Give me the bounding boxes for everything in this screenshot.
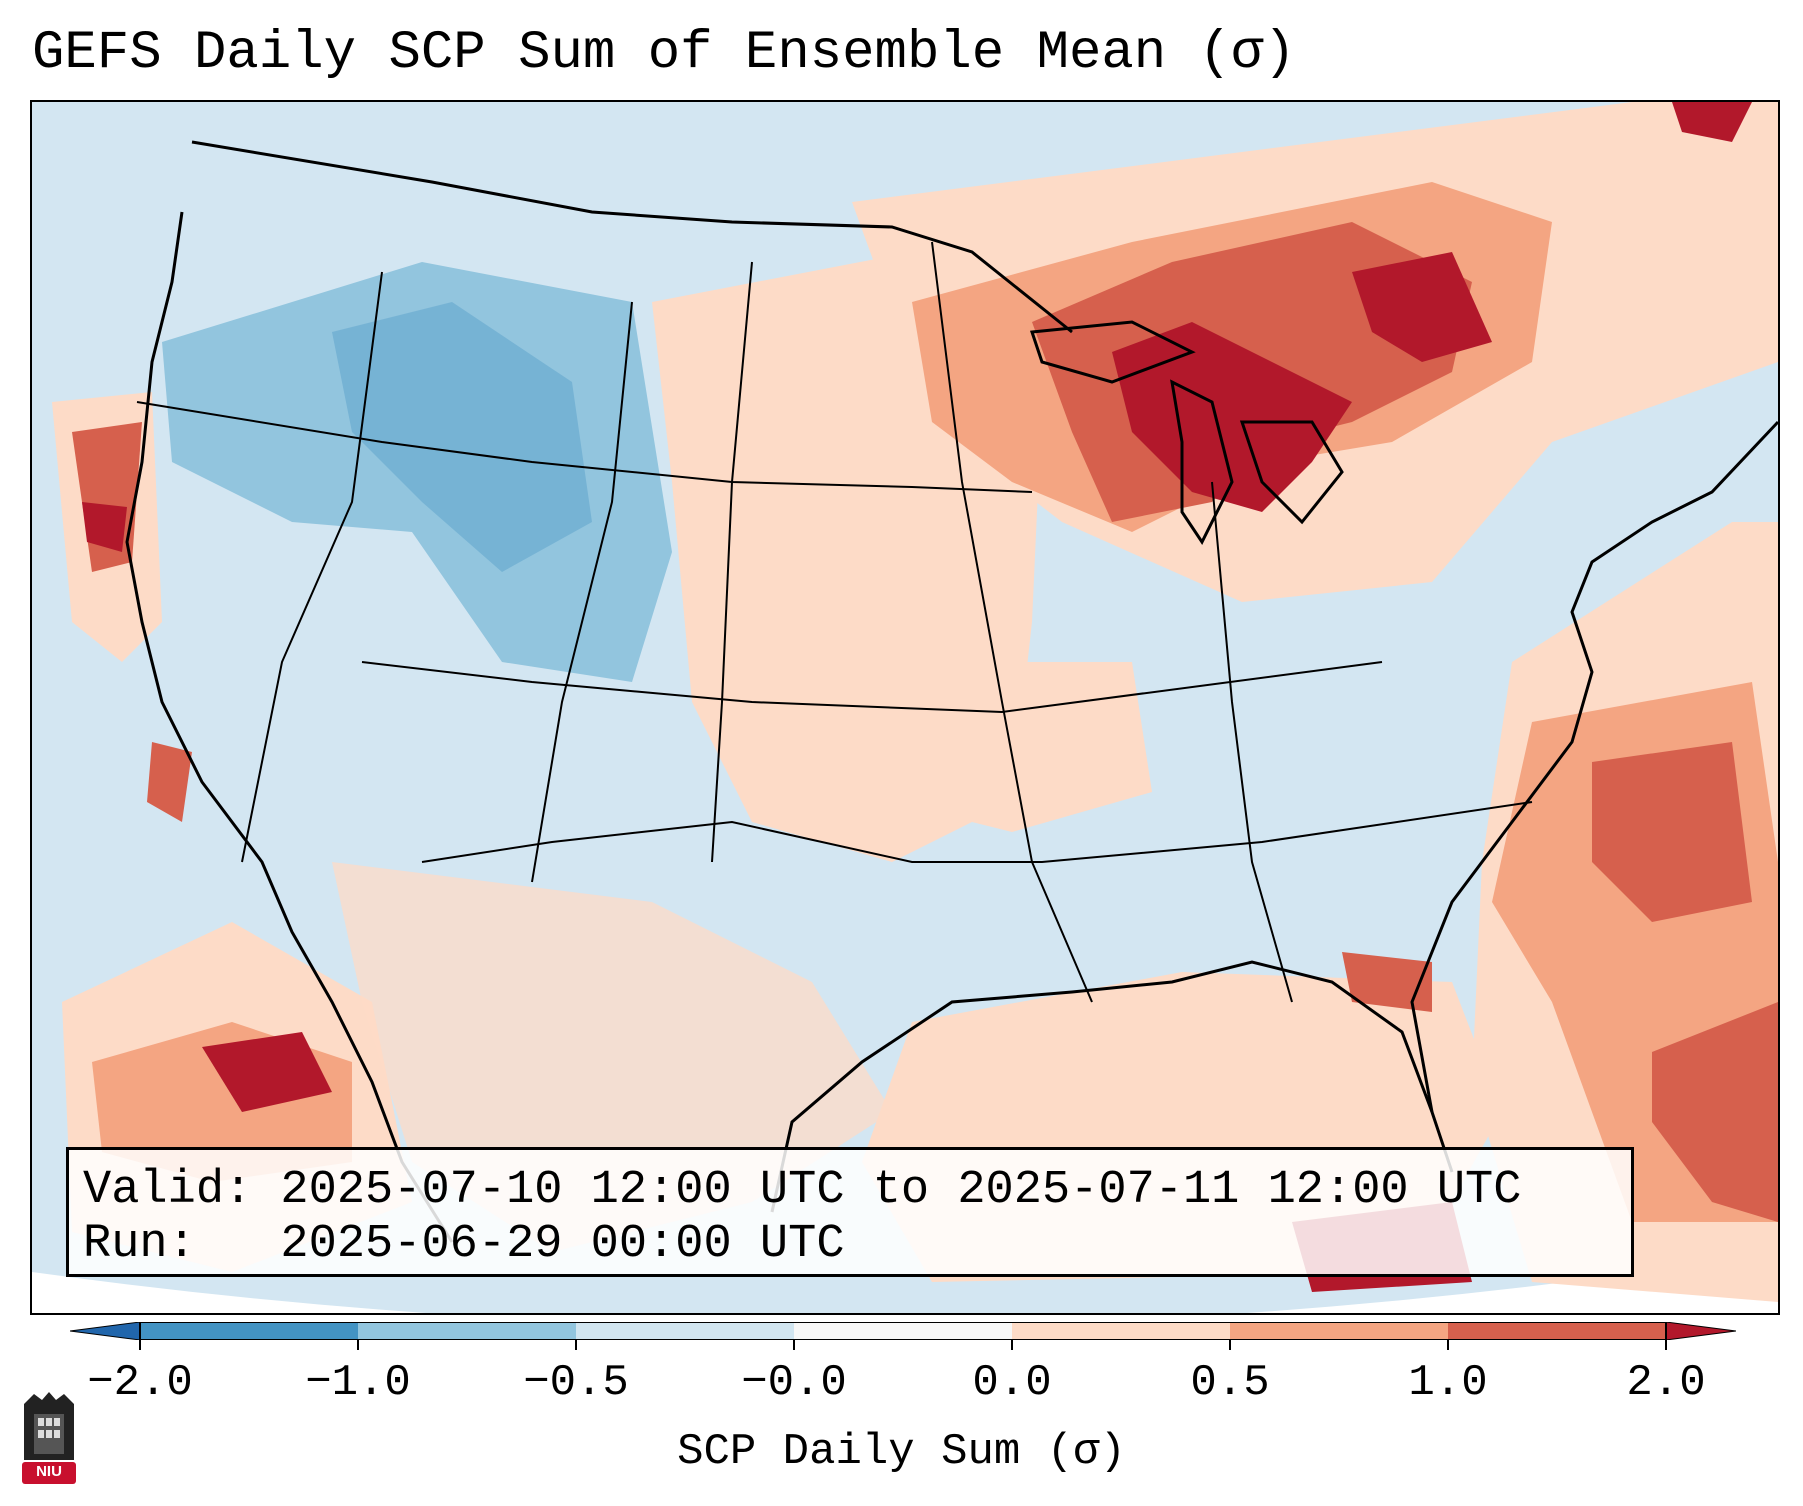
west-coast	[125, 211, 454, 1243]
valid-time-text: Valid: 2025-07-10 12:00 UTC to 2025-07-1…	[83, 1164, 1522, 1217]
mississippi-anomaly	[872, 662, 1152, 832]
colorbar-tick-mark	[357, 1340, 359, 1350]
great-lakes-peak	[1112, 322, 1352, 512]
colorbar-tick-label: 0.5	[1190, 1358, 1270, 1408]
border-mississippi	[931, 241, 1093, 1003]
lake-superior	[1029, 320, 1196, 384]
colorbar-tick-label: 1.0	[1408, 1358, 1488, 1408]
projection-edge	[32, 1252, 1778, 1313]
quebec-peak	[1352, 252, 1492, 362]
border-n-row	[136, 401, 1033, 493]
colorbar-label: SCP Daily Sum (σ)	[677, 1427, 1126, 1477]
atlantic-anomaly-high	[1592, 742, 1752, 922]
colorbar-tick-mark	[1665, 1340, 1667, 1350]
colorbar-bins	[140, 1322, 1667, 1340]
border-s-row	[421, 801, 1533, 863]
colorbar-tick-mark	[1447, 1340, 1449, 1350]
canada-border	[191, 140, 1073, 334]
map-panel	[30, 100, 1780, 1315]
colorbar-bin	[794, 1322, 1013, 1340]
colorbar-bin	[1012, 1322, 1231, 1340]
colorbar-extend-min	[70, 1322, 141, 1340]
colorbar-tick-mark	[1011, 1340, 1013, 1350]
colorbar-tick-label: −2.0	[87, 1358, 193, 1408]
niu-logo-icon	[22, 1392, 76, 1484]
pacific-anomaly-socal	[147, 742, 192, 822]
colorbar-bin	[140, 1322, 359, 1340]
scp-map	[32, 102, 1778, 1313]
niu-logo-text: NIU	[36, 1463, 62, 1480]
colorbar-tick-label: 0.0	[972, 1358, 1052, 1408]
colorbar-tick-mark	[793, 1340, 795, 1350]
colorbar-bin	[358, 1322, 577, 1340]
colorbar	[70, 1322, 1736, 1340]
niu-logo: NIU	[20, 1390, 78, 1486]
coastlines	[125, 140, 1778, 1243]
lake-huron	[1239, 420, 1344, 525]
colorbar-tick-label: 2.0	[1626, 1358, 1706, 1408]
border-divide	[531, 301, 633, 883]
chart-title: GEFS Daily SCP Sum of Ensemble Mean (σ)	[32, 23, 1296, 84]
gulf-coast	[770, 960, 1454, 1213]
colorbar-bin	[1230, 1322, 1449, 1340]
border-plains	[711, 261, 753, 863]
rockies-negative-core	[332, 302, 592, 572]
lake-michigan	[1170, 379, 1234, 545]
rockies-negative-area	[162, 262, 672, 682]
colorbar-tick-mark	[575, 1340, 577, 1350]
colorbar-bin	[1448, 1322, 1667, 1340]
colorbar-bin	[576, 1322, 795, 1340]
colorbar-tick-label: −0.0	[741, 1358, 847, 1408]
colorbar-tick-label: −1.0	[305, 1358, 411, 1408]
colorbar-outline	[139, 1322, 1667, 1340]
colorbar-tick-label: −0.5	[523, 1358, 629, 1408]
validity-info-box: Valid: 2025-07-10 12:00 UTC to 2025-07-1…	[66, 1147, 1634, 1277]
colorbar-tick-mark	[139, 1340, 141, 1350]
pacific-anomaly-peak	[82, 502, 127, 552]
baja-anomaly-peak	[202, 1032, 332, 1112]
florida-anomaly	[1342, 952, 1432, 1012]
run-time-text: Run: 2025-06-29 00:00 UTC	[83, 1218, 845, 1271]
colorbar-tick-mark	[1229, 1340, 1231, 1350]
border-rockies	[241, 271, 383, 863]
colorbar-extend-max	[1665, 1322, 1736, 1340]
east-coast	[1410, 420, 1778, 1113]
labrador-peak	[1672, 102, 1752, 142]
border-east	[1211, 481, 1293, 1003]
state-borders	[136, 241, 1533, 1003]
border-mid-row	[361, 661, 1383, 714]
atlantic-anomaly-east	[1652, 1002, 1778, 1222]
